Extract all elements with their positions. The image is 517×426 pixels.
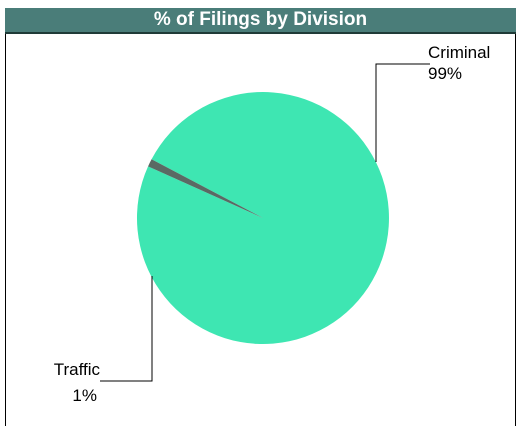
slice-label-traffic-name: Traffic	[54, 360, 101, 379]
pie-slices	[136, 92, 389, 345]
chart-title-bar: % of Filings by Division	[5, 8, 516, 34]
plot-area	[5, 34, 516, 426]
leader-line-criminal	[375, 63, 430, 162]
slice-label-criminal-value: 99%	[428, 64, 462, 83]
slice-label-traffic-value: 1%	[72, 386, 97, 405]
leader-line-traffic	[100, 276, 153, 382]
chart-title: % of Filings by Division	[153, 9, 368, 30]
slice-label-criminal-name: Criminal	[428, 43, 490, 62]
pie-slice-traffic	[148, 159, 263, 218]
pie-slice-criminal	[136, 92, 389, 345]
